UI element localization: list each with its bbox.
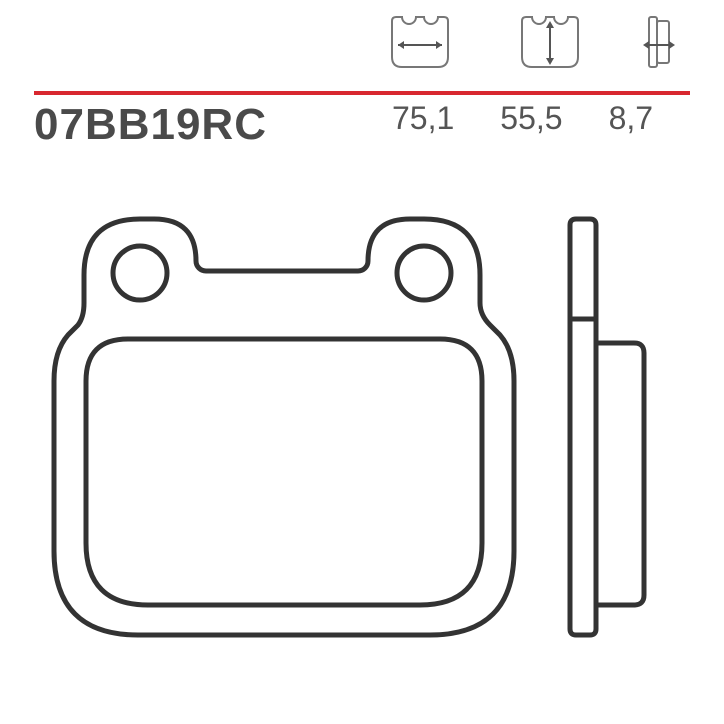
dimension-icons-row (370, 15, 690, 75)
thickness-value: 8,7 (609, 100, 653, 137)
width-value: 75,1 (392, 100, 454, 137)
part-number: 07BB19RC (34, 100, 267, 150)
accent-separator (34, 82, 690, 86)
side-view (570, 219, 644, 635)
height-dimension-icon (500, 15, 600, 75)
front-view (54, 219, 514, 635)
label-row: 07BB19RC 75,1 55,5 8,7 (34, 100, 690, 150)
height-value: 55,5 (500, 100, 562, 137)
width-dimension-icon (370, 15, 470, 75)
thickness-dimension-icon (630, 15, 690, 75)
product-spec-card: 07BB19RC 75,1 55,5 8,7 (0, 0, 724, 724)
dimensions-values: 75,1 55,5 8,7 (392, 100, 653, 137)
brake-pad-technical-drawing (42, 195, 682, 685)
